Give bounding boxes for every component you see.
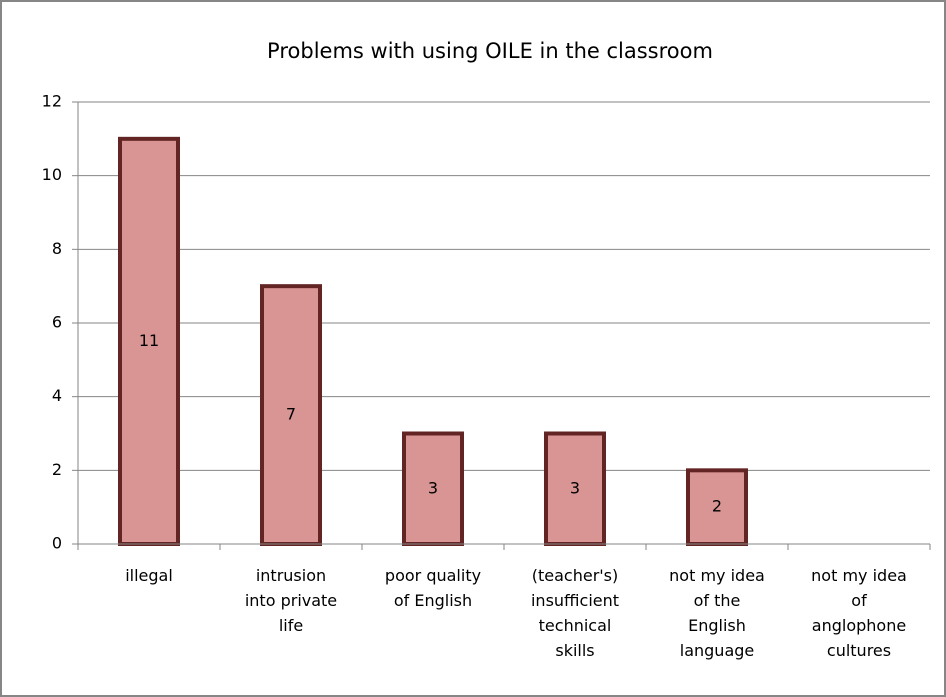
bar: [686, 468, 748, 547]
x-tick-label: poor quality of English: [385, 566, 481, 610]
y-tick-label: 6: [52, 313, 62, 332]
y-tick-label: 8: [52, 239, 62, 258]
y-tick-label: 0: [52, 534, 62, 553]
x-tick-label: illegal: [125, 566, 173, 585]
data-label: 7: [286, 405, 296, 424]
data-label: 2: [712, 497, 722, 516]
x-tick-label: not my idea of the English language: [669, 566, 765, 660]
chart-title: Problems with using OILE in the classroo…: [267, 39, 713, 63]
x-tick-label: intrusion into private life: [245, 566, 337, 635]
y-tick-label: 12: [42, 92, 62, 111]
x-tick-label: (teacher's) insufficient technical skills: [531, 566, 619, 660]
bar: [544, 431, 606, 546]
y-tick-label: 4: [52, 386, 62, 405]
data-label: 3: [428, 478, 438, 497]
x-tick-label: not my idea of anglophone cultures: [811, 566, 907, 660]
y-tick-label: 10: [42, 165, 62, 184]
bar: [260, 284, 322, 546]
data-label: 3: [570, 478, 580, 497]
y-tick-label: 2: [52, 460, 62, 479]
data-label: 11: [139, 331, 159, 350]
